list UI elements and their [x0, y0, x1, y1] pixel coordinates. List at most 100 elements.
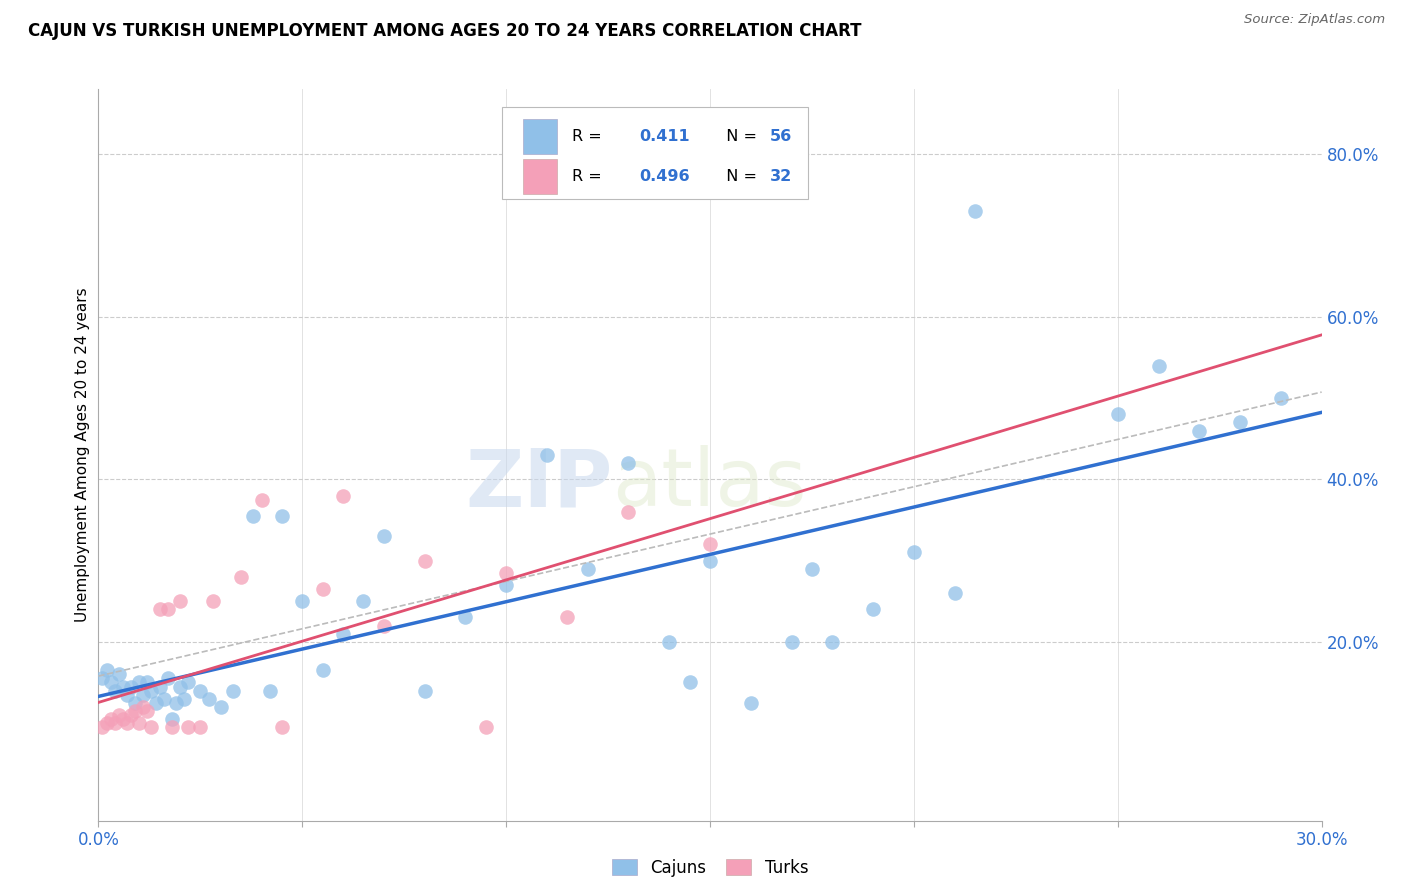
Point	[132, 699, 155, 714]
Point	[312, 582, 335, 596]
Point	[104, 683, 127, 698]
Point	[169, 680, 191, 694]
Point	[120, 708, 142, 723]
Point	[108, 708, 131, 723]
Point	[536, 448, 558, 462]
Point	[1107, 407, 1129, 421]
Text: atlas: atlas	[612, 445, 807, 524]
Point	[312, 663, 335, 677]
Point	[124, 704, 146, 718]
Point	[250, 492, 273, 507]
Point	[679, 675, 702, 690]
Point	[413, 683, 436, 698]
Point	[209, 699, 232, 714]
Point	[699, 553, 721, 567]
Point	[259, 683, 281, 698]
Point	[270, 720, 294, 734]
Point	[132, 688, 155, 702]
Point	[557, 610, 579, 624]
Point	[108, 667, 131, 681]
Point	[115, 716, 138, 731]
Point	[658, 635, 681, 649]
Point	[231, 570, 253, 584]
Point	[242, 508, 264, 523]
Point	[165, 696, 187, 710]
Point	[474, 720, 498, 734]
Point	[1188, 424, 1211, 438]
Point	[124, 696, 146, 710]
Point	[903, 545, 925, 559]
Point	[291, 594, 314, 608]
Point	[104, 716, 127, 731]
Point	[454, 610, 477, 624]
Point	[1229, 416, 1251, 430]
Point	[373, 618, 395, 632]
Point	[177, 675, 200, 690]
Text: ZIP: ZIP	[465, 445, 612, 524]
FancyBboxPatch shape	[523, 159, 557, 194]
Y-axis label: Unemployment Among Ages 20 to 24 years: Unemployment Among Ages 20 to 24 years	[75, 287, 90, 623]
Point	[100, 675, 122, 690]
Point	[177, 720, 200, 734]
FancyBboxPatch shape	[502, 108, 808, 199]
Point	[332, 489, 354, 503]
Point	[197, 691, 219, 706]
Point	[141, 720, 163, 734]
Point	[821, 635, 844, 649]
Text: 0.496: 0.496	[640, 169, 690, 185]
Point	[222, 683, 245, 698]
Point	[156, 602, 179, 616]
Point	[96, 663, 118, 677]
Point	[136, 704, 159, 718]
Point	[160, 712, 183, 726]
Point	[780, 635, 803, 649]
Point	[173, 691, 195, 706]
Point	[115, 688, 138, 702]
Point	[128, 675, 150, 690]
Point	[145, 696, 167, 710]
Point	[149, 680, 172, 694]
Point	[352, 594, 374, 608]
Point	[136, 675, 159, 690]
Point	[91, 672, 114, 686]
Point	[169, 594, 191, 608]
Point	[128, 716, 150, 731]
Point	[201, 594, 224, 608]
Point	[188, 720, 212, 734]
Text: 56: 56	[770, 128, 792, 144]
Point	[156, 672, 179, 686]
Text: N =: N =	[716, 169, 762, 185]
Legend: Cajuns, Turks: Cajuns, Turks	[607, 854, 813, 882]
Point	[495, 566, 517, 580]
Point	[1270, 391, 1292, 405]
Point	[149, 602, 172, 616]
Point	[152, 691, 174, 706]
Point	[943, 586, 966, 600]
Point	[617, 505, 640, 519]
Point	[111, 680, 134, 694]
Point	[120, 680, 142, 694]
Point	[965, 204, 987, 219]
Point	[96, 716, 118, 731]
Point	[617, 456, 640, 470]
Point	[100, 712, 122, 726]
Text: R =: R =	[572, 169, 612, 185]
Point	[740, 696, 762, 710]
Point	[141, 683, 163, 698]
Point	[413, 553, 436, 567]
Text: 32: 32	[770, 169, 792, 185]
Point	[373, 529, 395, 543]
FancyBboxPatch shape	[523, 119, 557, 154]
Point	[188, 683, 212, 698]
Point	[111, 712, 134, 726]
Text: Source: ZipAtlas.com: Source: ZipAtlas.com	[1244, 13, 1385, 27]
Point	[495, 578, 517, 592]
Point	[1147, 359, 1170, 373]
Point	[270, 508, 294, 523]
Text: N =: N =	[716, 128, 762, 144]
Point	[699, 537, 721, 551]
Text: 0.411: 0.411	[640, 128, 690, 144]
Point	[91, 720, 114, 734]
Point	[576, 562, 599, 576]
Text: CAJUN VS TURKISH UNEMPLOYMENT AMONG AGES 20 TO 24 YEARS CORRELATION CHART: CAJUN VS TURKISH UNEMPLOYMENT AMONG AGES…	[28, 22, 862, 40]
